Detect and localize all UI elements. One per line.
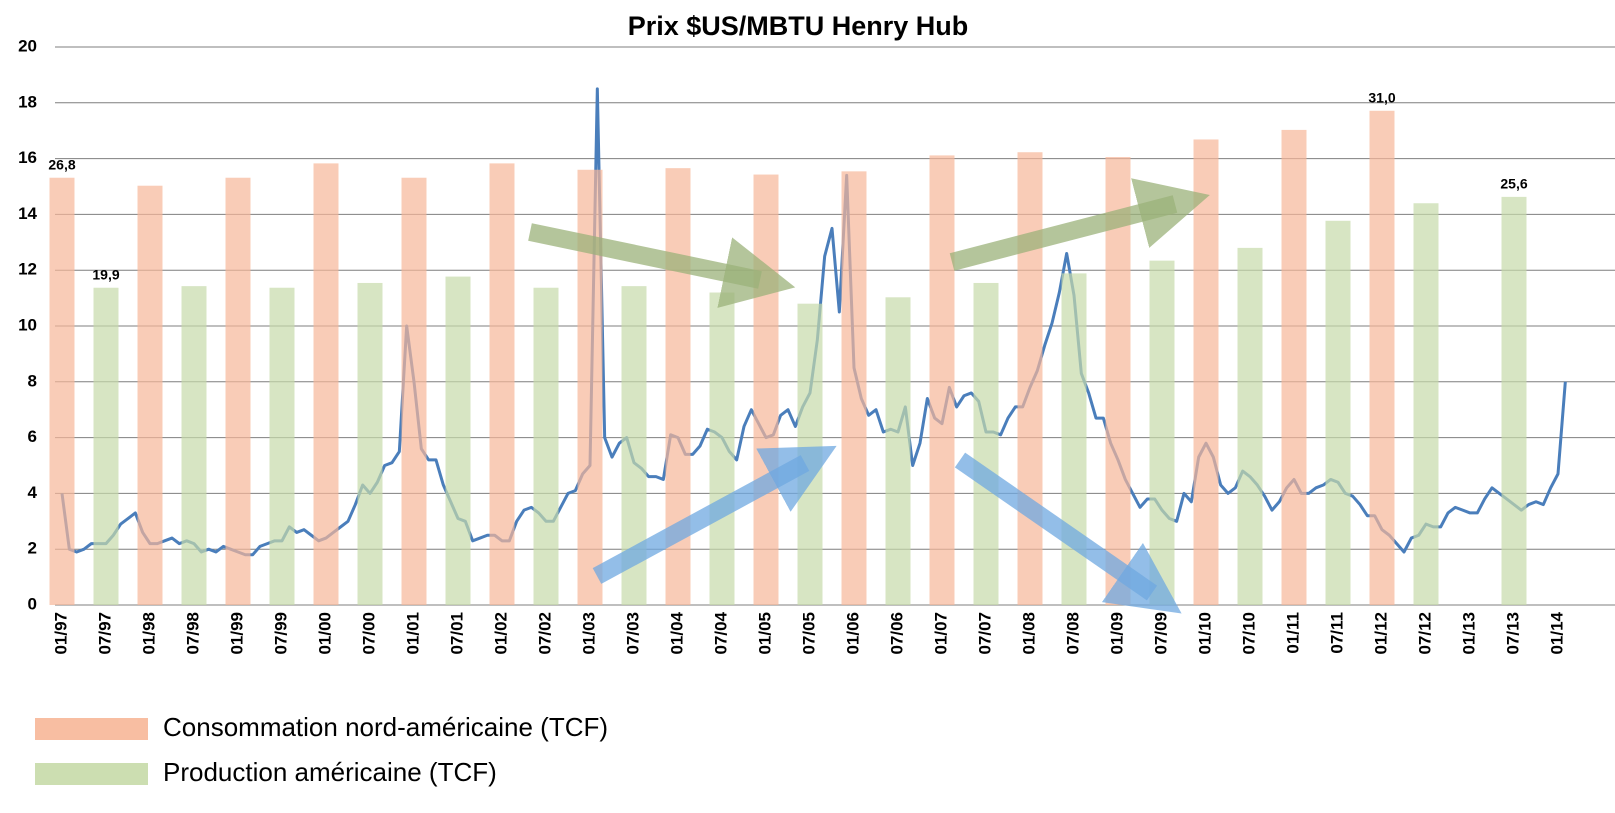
bar	[753, 174, 779, 606]
y-tick-label: 4	[28, 483, 38, 502]
y-tick-label: 18	[18, 92, 37, 111]
bar	[1281, 129, 1307, 605]
x-tick-label: 01/99	[227, 612, 246, 655]
legend-swatch	[35, 763, 148, 785]
bar	[1237, 247, 1263, 605]
y-tick-label: 10	[18, 315, 37, 334]
bar	[401, 177, 427, 605]
bar	[973, 282, 999, 605]
x-tick-label: 01/13	[1459, 612, 1478, 655]
data-label: 26,8	[48, 156, 75, 172]
x-tick-label: 07/11	[1327, 612, 1346, 654]
x-tick-label: 07/98	[183, 612, 202, 655]
x-tick-label: 07/01	[447, 612, 466, 655]
y-tick-label: 12	[18, 260, 37, 279]
bar	[137, 185, 163, 605]
y-tick-label: 20	[18, 36, 37, 55]
x-tick-label: 07/08	[1063, 612, 1082, 655]
data-label: 19,9	[92, 266, 119, 282]
x-tick-label: 01/05	[755, 612, 774, 655]
data-label: 25,6	[1500, 176, 1527, 192]
bar	[533, 287, 559, 605]
x-tick-label: 01/07	[931, 612, 950, 655]
bar	[841, 171, 867, 605]
x-tick-label: 07/04	[711, 611, 730, 654]
x-tick-label: 07/03	[623, 612, 642, 655]
chart-title: Prix $US/MBTU Henry Hub	[628, 11, 969, 41]
x-tick-label: 07/97	[95, 612, 114, 655]
x-tick-label: 07/12	[1415, 612, 1434, 655]
x-tick-label: 07/10	[1239, 612, 1258, 655]
x-tick-label: 01/03	[579, 612, 598, 655]
x-tick-label: 01/10	[1195, 612, 1214, 655]
x-tick-label: 01/02	[491, 612, 510, 655]
y-tick-label: 6	[28, 427, 37, 446]
y-tick-label: 8	[28, 371, 37, 390]
y-tick-label: 2	[28, 539, 37, 558]
x-tick-label: 07/05	[799, 612, 818, 655]
bar	[49, 177, 75, 605]
y-tick-label: 0	[28, 594, 37, 613]
x-tick-label: 01/98	[139, 612, 158, 655]
legend-label: Consommation nord-américaine (TCF)	[163, 712, 608, 742]
x-tick-label: 07/06	[887, 612, 906, 655]
x-tick-label: 01/14	[1547, 611, 1566, 654]
x-tick-label: 01/12	[1371, 612, 1390, 655]
bar	[269, 287, 295, 605]
x-tick-label: 07/09	[1151, 612, 1170, 655]
legend: Consommation nord-américaine (TCF) Produc…	[35, 712, 608, 787]
x-tick-label: 07/99	[271, 612, 290, 655]
bar	[1325, 220, 1351, 605]
bar	[1149, 260, 1175, 605]
bar	[445, 276, 471, 605]
x-tick-label: 07/00	[359, 612, 378, 655]
arrow	[528, 223, 796, 308]
legend-label: Production américaine (TCF)	[163, 757, 497, 787]
x-tick-label: 01/08	[1019, 612, 1038, 655]
arrow	[954, 452, 1182, 614]
bar	[709, 292, 735, 605]
x-tick-label: 01/06	[843, 612, 862, 655]
x-tick-label: 01/97	[51, 612, 70, 655]
bar	[1501, 196, 1527, 605]
bar	[181, 286, 207, 605]
arrow	[949, 178, 1210, 271]
x-tick-label: 01/01	[403, 612, 422, 655]
bar	[885, 297, 911, 605]
bar	[1105, 157, 1131, 605]
bar	[1369, 110, 1395, 606]
bar	[797, 303, 823, 605]
x-tick-label: 07/02	[535, 612, 554, 655]
bar	[1413, 203, 1439, 606]
arrow	[592, 445, 837, 584]
bar	[929, 155, 955, 605]
x-tick-label: 07/13	[1503, 612, 1522, 655]
y-tick-label: 16	[18, 148, 37, 167]
marks: 26,8 31,0 19,9 25,6	[48, 87, 1567, 606]
x-tick-label: 01/04	[667, 611, 686, 654]
x-tick-label: 07/07	[975, 612, 994, 655]
bar	[489, 163, 515, 605]
bar	[225, 177, 251, 605]
x-tick-label: 01/11	[1283, 612, 1302, 654]
x-tick-label: 01/00	[315, 612, 334, 655]
data-label: 31,0	[1368, 89, 1395, 105]
x-tick-label: 01/09	[1107, 612, 1126, 655]
bar	[313, 163, 339, 605]
bar	[357, 282, 383, 605]
trend-arrows	[528, 178, 1210, 614]
bar	[1193, 139, 1219, 605]
y-tick-label: 14	[18, 204, 37, 223]
legend-swatch	[35, 718, 148, 740]
bar	[1017, 152, 1043, 606]
bar	[93, 287, 119, 605]
